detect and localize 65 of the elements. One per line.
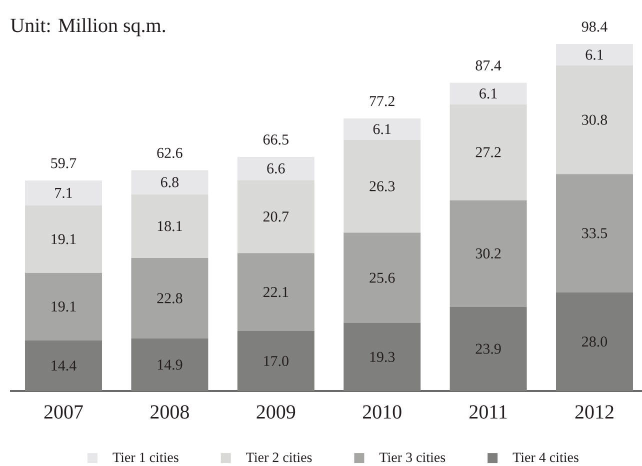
data-label: 22.8 xyxy=(157,293,182,304)
bar xyxy=(237,331,314,391)
bar xyxy=(344,232,421,323)
x-tick-label: 2007 xyxy=(44,405,83,419)
total-label: 62.6 xyxy=(157,148,182,158)
legend-label: Tier 4 cities xyxy=(512,452,578,462)
bar xyxy=(556,66,633,174)
data-label: 6.1 xyxy=(480,88,497,99)
data-label: 26.3 xyxy=(370,181,395,192)
data-label: 6.1 xyxy=(586,50,603,60)
bar xyxy=(344,140,421,233)
data-label: 27.2 xyxy=(476,147,501,158)
data-label: 17.0 xyxy=(264,356,288,366)
bar xyxy=(131,338,208,391)
data-label: 19.1 xyxy=(52,234,76,244)
bar xyxy=(450,82,527,104)
data-label: 20.7 xyxy=(263,212,289,222)
total-label: 98.4 xyxy=(582,22,608,32)
data-label: 33.5 xyxy=(582,228,608,238)
data-label: 6.8 xyxy=(160,177,178,188)
data-label: 23.9 xyxy=(476,344,501,354)
data-label: 30.8 xyxy=(582,114,608,125)
x-tick-label: 2009 xyxy=(256,405,296,419)
bar xyxy=(556,292,633,391)
data-label: 19.3 xyxy=(370,352,395,362)
data-label: 30.2 xyxy=(476,248,501,259)
x-tick-label: 2012 xyxy=(575,405,614,419)
bar xyxy=(131,194,208,258)
text: Unit: Million sq.m. xyxy=(10,18,166,36)
x-tick-label: 2010 xyxy=(362,405,402,419)
legend-label: Tier 1 cities xyxy=(112,452,178,462)
total-label: 77.2 xyxy=(370,96,394,106)
total-label: 66.5 xyxy=(263,134,288,145)
bar xyxy=(25,340,102,391)
bar xyxy=(25,206,102,273)
legend-label: Tier 2 cities xyxy=(246,452,312,462)
data-label: 19.1 xyxy=(52,301,76,312)
bar xyxy=(25,272,102,340)
total-label: 87.4 xyxy=(476,60,502,71)
bar xyxy=(237,180,314,254)
x-tick-label: 2011 xyxy=(470,405,507,419)
legend-label: Tier 3 cities xyxy=(379,452,446,462)
data-label: 6.1 xyxy=(373,124,391,134)
bar xyxy=(450,306,527,391)
bar xyxy=(450,200,527,307)
data-label: 25.6 xyxy=(370,272,395,283)
data-label: 14.9 xyxy=(158,360,182,370)
bar xyxy=(344,322,421,391)
bar xyxy=(131,170,208,194)
bar xyxy=(556,44,633,66)
data-label: 7.1 xyxy=(55,188,72,198)
total-label: 59.7 xyxy=(51,158,76,168)
bar xyxy=(450,104,527,200)
data-label: 18.1 xyxy=(158,221,182,232)
x-tick-label: 2008 xyxy=(150,405,189,419)
data-label: 14.4 xyxy=(52,360,76,371)
bar xyxy=(344,118,421,140)
data-label: 28.0 xyxy=(582,336,608,347)
bar xyxy=(556,174,633,292)
bar xyxy=(131,258,208,338)
data-label: 22.1 xyxy=(263,287,288,298)
bar xyxy=(25,180,102,206)
bar xyxy=(237,253,314,332)
bar xyxy=(237,156,314,180)
data-label: 6.6 xyxy=(267,163,285,174)
